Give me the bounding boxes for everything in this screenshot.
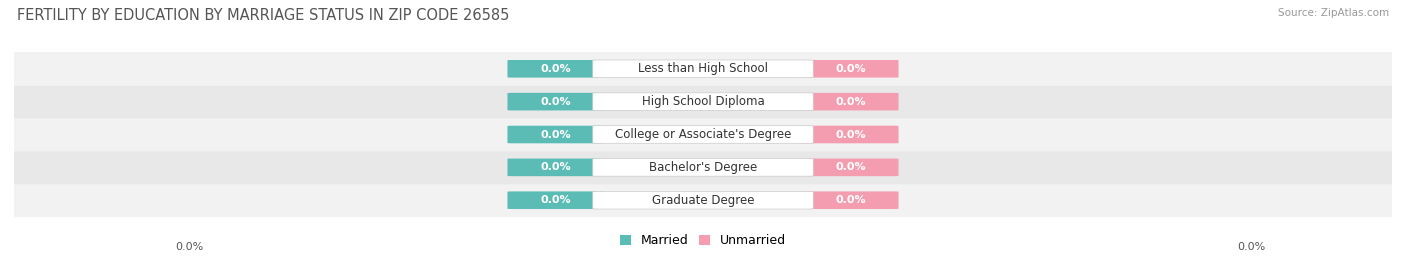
FancyBboxPatch shape: [4, 183, 1402, 217]
Text: 0.0%: 0.0%: [835, 195, 866, 205]
Text: 0.0%: 0.0%: [540, 64, 571, 74]
FancyBboxPatch shape: [508, 192, 603, 209]
Text: 0.0%: 0.0%: [835, 64, 866, 74]
Text: 0.0%: 0.0%: [835, 162, 866, 172]
FancyBboxPatch shape: [593, 158, 813, 176]
Text: 0.0%: 0.0%: [835, 129, 866, 140]
FancyBboxPatch shape: [4, 52, 1402, 86]
Text: Graduate Degree: Graduate Degree: [652, 194, 754, 207]
Text: High School Diploma: High School Diploma: [641, 95, 765, 108]
FancyBboxPatch shape: [508, 93, 603, 111]
Text: Bachelor's Degree: Bachelor's Degree: [650, 161, 756, 174]
FancyBboxPatch shape: [508, 126, 603, 143]
FancyBboxPatch shape: [803, 158, 898, 176]
Text: 0.0%: 0.0%: [540, 97, 571, 107]
FancyBboxPatch shape: [4, 118, 1402, 151]
Text: 0.0%: 0.0%: [540, 162, 571, 172]
Text: Source: ZipAtlas.com: Source: ZipAtlas.com: [1278, 8, 1389, 18]
Text: 0.0%: 0.0%: [835, 97, 866, 107]
FancyBboxPatch shape: [4, 85, 1402, 119]
FancyBboxPatch shape: [593, 93, 813, 111]
FancyBboxPatch shape: [803, 93, 898, 111]
FancyBboxPatch shape: [803, 192, 898, 209]
Text: 0.0%: 0.0%: [540, 195, 571, 205]
FancyBboxPatch shape: [803, 60, 898, 77]
FancyBboxPatch shape: [593, 60, 813, 77]
Text: 0.0%: 0.0%: [176, 242, 204, 252]
FancyBboxPatch shape: [508, 158, 603, 176]
Text: 0.0%: 0.0%: [1237, 242, 1265, 252]
FancyBboxPatch shape: [593, 192, 813, 209]
FancyBboxPatch shape: [803, 126, 898, 143]
Text: College or Associate's Degree: College or Associate's Degree: [614, 128, 792, 141]
FancyBboxPatch shape: [593, 126, 813, 143]
Text: Less than High School: Less than High School: [638, 62, 768, 75]
Text: 0.0%: 0.0%: [540, 129, 571, 140]
Text: FERTILITY BY EDUCATION BY MARRIAGE STATUS IN ZIP CODE 26585: FERTILITY BY EDUCATION BY MARRIAGE STATU…: [17, 8, 509, 23]
FancyBboxPatch shape: [508, 60, 603, 77]
Legend: Married, Unmarried: Married, Unmarried: [614, 229, 792, 252]
FancyBboxPatch shape: [4, 150, 1402, 184]
